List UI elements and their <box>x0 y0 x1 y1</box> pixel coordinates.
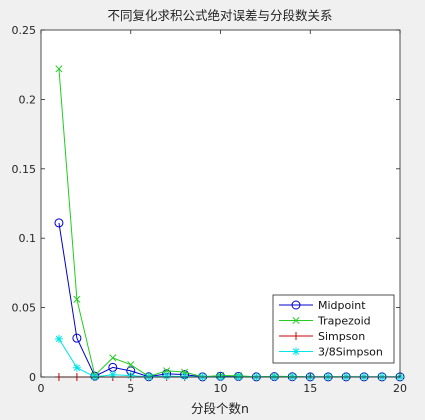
legend-marker <box>292 316 300 325</box>
data-point <box>108 370 117 379</box>
y-tick-label: 0 <box>29 371 36 384</box>
data-point <box>73 295 81 303</box>
y-axis: 0 0.05 0.1 0.15 0.2 0.25 <box>12 24 400 384</box>
data-point <box>54 218 64 228</box>
legend-label: Trapezoid <box>317 315 371 328</box>
chart-title: 不同复化求积公式绝对误差与分段数关系 <box>107 8 332 23</box>
data-point <box>163 367 171 375</box>
data-point <box>72 363 81 372</box>
legend-label: 3/8Simpson <box>318 346 383 359</box>
data-point <box>109 354 117 362</box>
data-point <box>127 361 135 369</box>
legend-label: Simpson <box>318 330 365 343</box>
legend-item-trapezoid: Trapezoid <box>279 315 371 328</box>
legend-marker <box>291 300 301 310</box>
x-tick-label: 0 <box>38 382 45 395</box>
x-tick-label: 20 <box>393 382 407 395</box>
data-point <box>54 334 63 343</box>
x-tick-label: 5 <box>127 382 134 395</box>
legend-item-midpoint: Midpoint <box>279 299 366 312</box>
data-point <box>180 372 189 381</box>
legend-marker <box>292 332 300 340</box>
y-tick-label: 0.1 <box>19 232 37 245</box>
y-tick-label: 0.2 <box>19 93 37 106</box>
legend-item-3-8simpson: 3/8Simpson <box>279 346 383 359</box>
y-tick-label: 0.25 <box>12 24 37 37</box>
x-axis: 0 5 10 15 20 <box>38 30 407 395</box>
y-tick-label: 0.15 <box>12 163 37 176</box>
legend: Midpoint Trapezoid Simpson 3/8Simpson <box>272 294 395 364</box>
legend-label: Midpoint <box>318 299 366 312</box>
x-axis-label: 分段个数n <box>191 401 249 416</box>
data-point <box>162 372 171 381</box>
data-point <box>72 333 82 343</box>
x-tick-label: 10 <box>214 382 228 395</box>
x-tick-label: 15 <box>303 382 317 395</box>
legend-marker <box>292 347 300 356</box>
data-point <box>55 65 63 73</box>
legend-item-simpson: Simpson <box>279 330 365 343</box>
y-tick-label: 0.05 <box>12 302 37 315</box>
